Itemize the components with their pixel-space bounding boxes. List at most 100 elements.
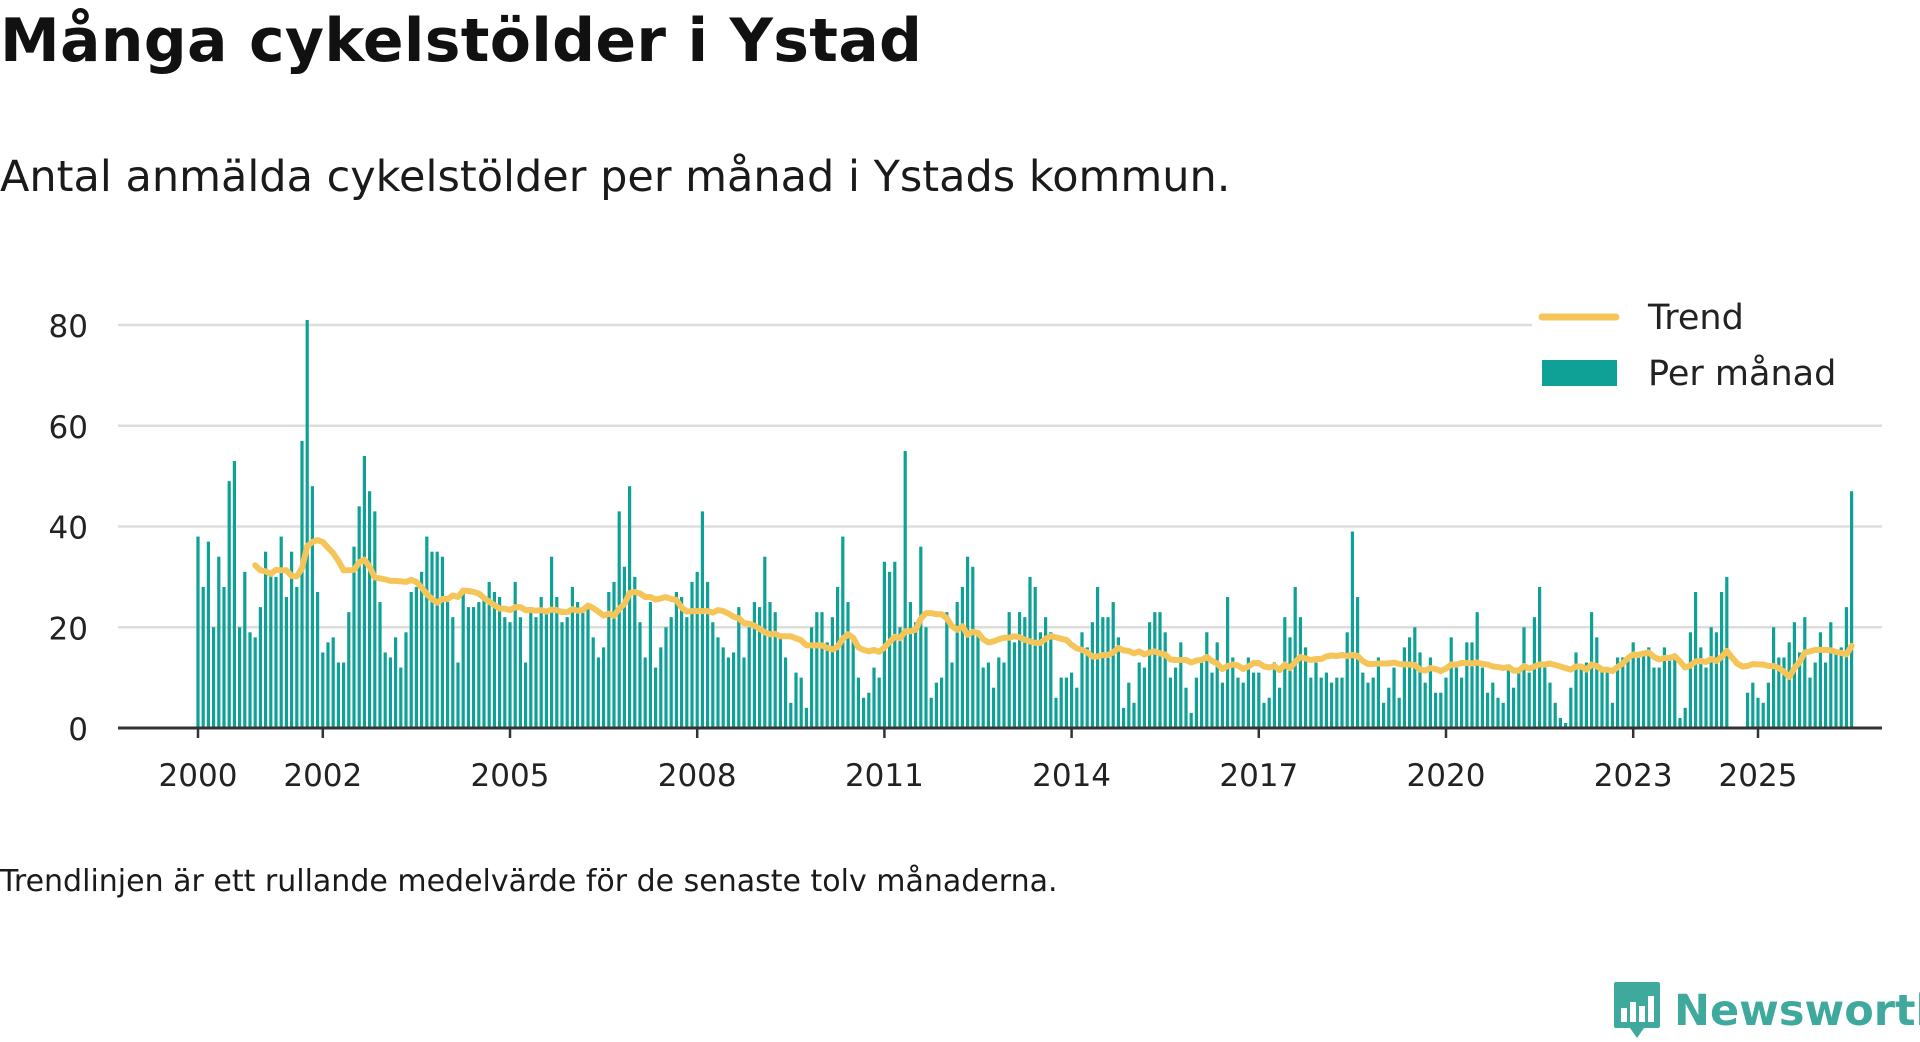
bar	[1569, 687, 1573, 728]
bar	[1454, 667, 1458, 728]
bar	[1330, 682, 1334, 728]
bar	[1049, 632, 1053, 728]
bar	[1283, 617, 1287, 728]
bar	[1252, 672, 1256, 728]
bar	[690, 581, 694, 728]
bar	[1668, 657, 1672, 728]
bar	[1262, 702, 1266, 728]
bar	[685, 617, 689, 728]
bar	[409, 591, 413, 728]
bar	[269, 571, 273, 728]
bar	[399, 667, 403, 728]
bar	[529, 607, 533, 728]
bar	[1392, 667, 1396, 728]
bar	[706, 581, 710, 728]
bar	[1683, 707, 1687, 728]
bar	[654, 667, 658, 728]
bar	[1829, 622, 1833, 728]
bar	[1064, 677, 1068, 728]
bar	[1028, 576, 1032, 728]
bar	[716, 637, 720, 728]
bar	[1480, 667, 1484, 728]
bar	[1558, 717, 1562, 728]
bar	[1813, 662, 1817, 728]
bar	[804, 707, 808, 728]
bar	[1226, 597, 1230, 728]
bar	[1044, 617, 1048, 728]
brand-logo: Newsworthy	[1612, 980, 1920, 1042]
bar	[1002, 662, 1006, 728]
bar	[368, 491, 372, 728]
bar	[940, 677, 944, 728]
bar	[851, 637, 855, 728]
legend-label: Per månad	[1648, 353, 1836, 394]
bar	[992, 687, 996, 728]
bar	[789, 702, 793, 728]
legend-label: Trend	[1647, 298, 1744, 338]
bar	[253, 637, 257, 728]
bar	[680, 597, 684, 728]
bar	[1688, 632, 1692, 728]
y-tick-label: 40	[49, 511, 88, 547]
bar	[945, 612, 949, 728]
bar	[1527, 672, 1531, 728]
bar	[1116, 637, 1120, 728]
bar	[628, 486, 632, 728]
bar	[622, 566, 626, 728]
bar	[966, 556, 970, 728]
bar	[492, 591, 496, 728]
bar	[1673, 657, 1677, 728]
bar	[1382, 702, 1386, 728]
bar	[1345, 632, 1349, 728]
bar	[752, 602, 756, 728]
bar	[1766, 682, 1770, 728]
bar	[1423, 682, 1427, 728]
bar	[1179, 642, 1183, 728]
bar	[1418, 652, 1422, 728]
bar	[607, 591, 611, 728]
bar	[924, 627, 928, 728]
bar	[1839, 647, 1843, 728]
bar	[830, 617, 834, 728]
bar	[1075, 687, 1079, 728]
bar	[357, 506, 361, 728]
bar	[461, 591, 465, 728]
bar	[1704, 667, 1708, 728]
bar	[560, 622, 564, 728]
bar	[378, 602, 382, 728]
bar	[435, 551, 439, 728]
bar	[1408, 637, 1412, 728]
bar	[700, 511, 704, 728]
bar	[742, 657, 746, 728]
bar	[1298, 617, 1302, 728]
chart-subtitle: Antal anmälda cykelstölder per månad i Y…	[0, 152, 1231, 202]
bar	[321, 652, 325, 728]
bar	[243, 571, 247, 728]
bar	[1600, 667, 1604, 728]
bar	[1231, 657, 1235, 728]
bar	[1449, 637, 1453, 728]
bar	[1163, 632, 1167, 728]
bar	[1621, 657, 1625, 728]
bar	[602, 647, 606, 728]
bar	[1678, 717, 1682, 728]
bar	[815, 612, 819, 728]
bar	[513, 581, 517, 728]
bar	[1496, 697, 1500, 728]
bar	[1111, 602, 1115, 728]
bar	[638, 622, 642, 728]
bar	[1792, 622, 1796, 728]
bars-per-month	[196, 319, 1854, 728]
bar	[986, 662, 990, 728]
bar	[238, 627, 242, 728]
bar	[1844, 607, 1848, 728]
chart-title: Många cykelstölder i Ystad	[0, 6, 923, 76]
bar	[487, 581, 491, 728]
bar	[737, 607, 741, 728]
bar	[898, 627, 902, 728]
bar	[1200, 657, 1204, 728]
bar	[508, 622, 512, 728]
bar	[929, 697, 933, 728]
bar	[524, 662, 528, 728]
bar	[846, 602, 850, 728]
